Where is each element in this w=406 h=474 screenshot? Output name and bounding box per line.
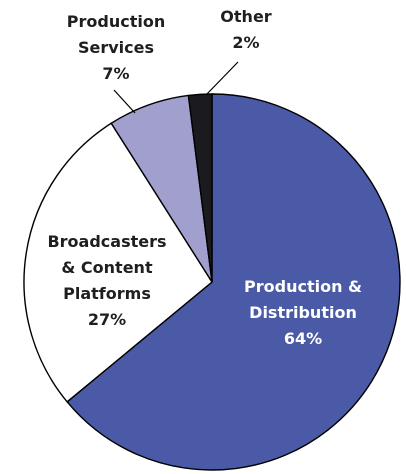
label-broadcasters-line2: & Content [61,258,153,277]
leader-line-other [205,61,239,96]
label-production-services-line2: Services [78,38,154,57]
pie-slice-broadcasters-content-platforms [23,122,213,403]
label-other-line1: Other [220,7,271,26]
label-production-distribution-line1: Production & [244,277,362,296]
label-production-distribution: Production & Distribution 64% [244,277,362,348]
label-production-services-pct: 7% [102,64,129,83]
leader-line-production-services [113,89,136,114]
label-broadcasters-line1: Broadcasters [47,232,166,251]
pie-slice-production-distribution [66,93,401,471]
label-production-distribution-pct: 64% [284,329,322,348]
pie-slice-other [187,93,213,283]
label-broadcasters-pct: 27% [88,310,126,329]
label-other-pct: 2% [232,33,259,52]
label-broadcasters-line3: Platforms [63,284,151,303]
label-broadcasters: Broadcasters & Content Platforms 27% [47,232,166,329]
label-production-distribution-line2: Distribution [249,303,357,322]
label-production-services: Production Services 7% [67,12,165,83]
pie-slices [23,93,401,471]
label-other: Other 2% [220,7,271,52]
label-production-services-line1: Production [67,12,165,31]
